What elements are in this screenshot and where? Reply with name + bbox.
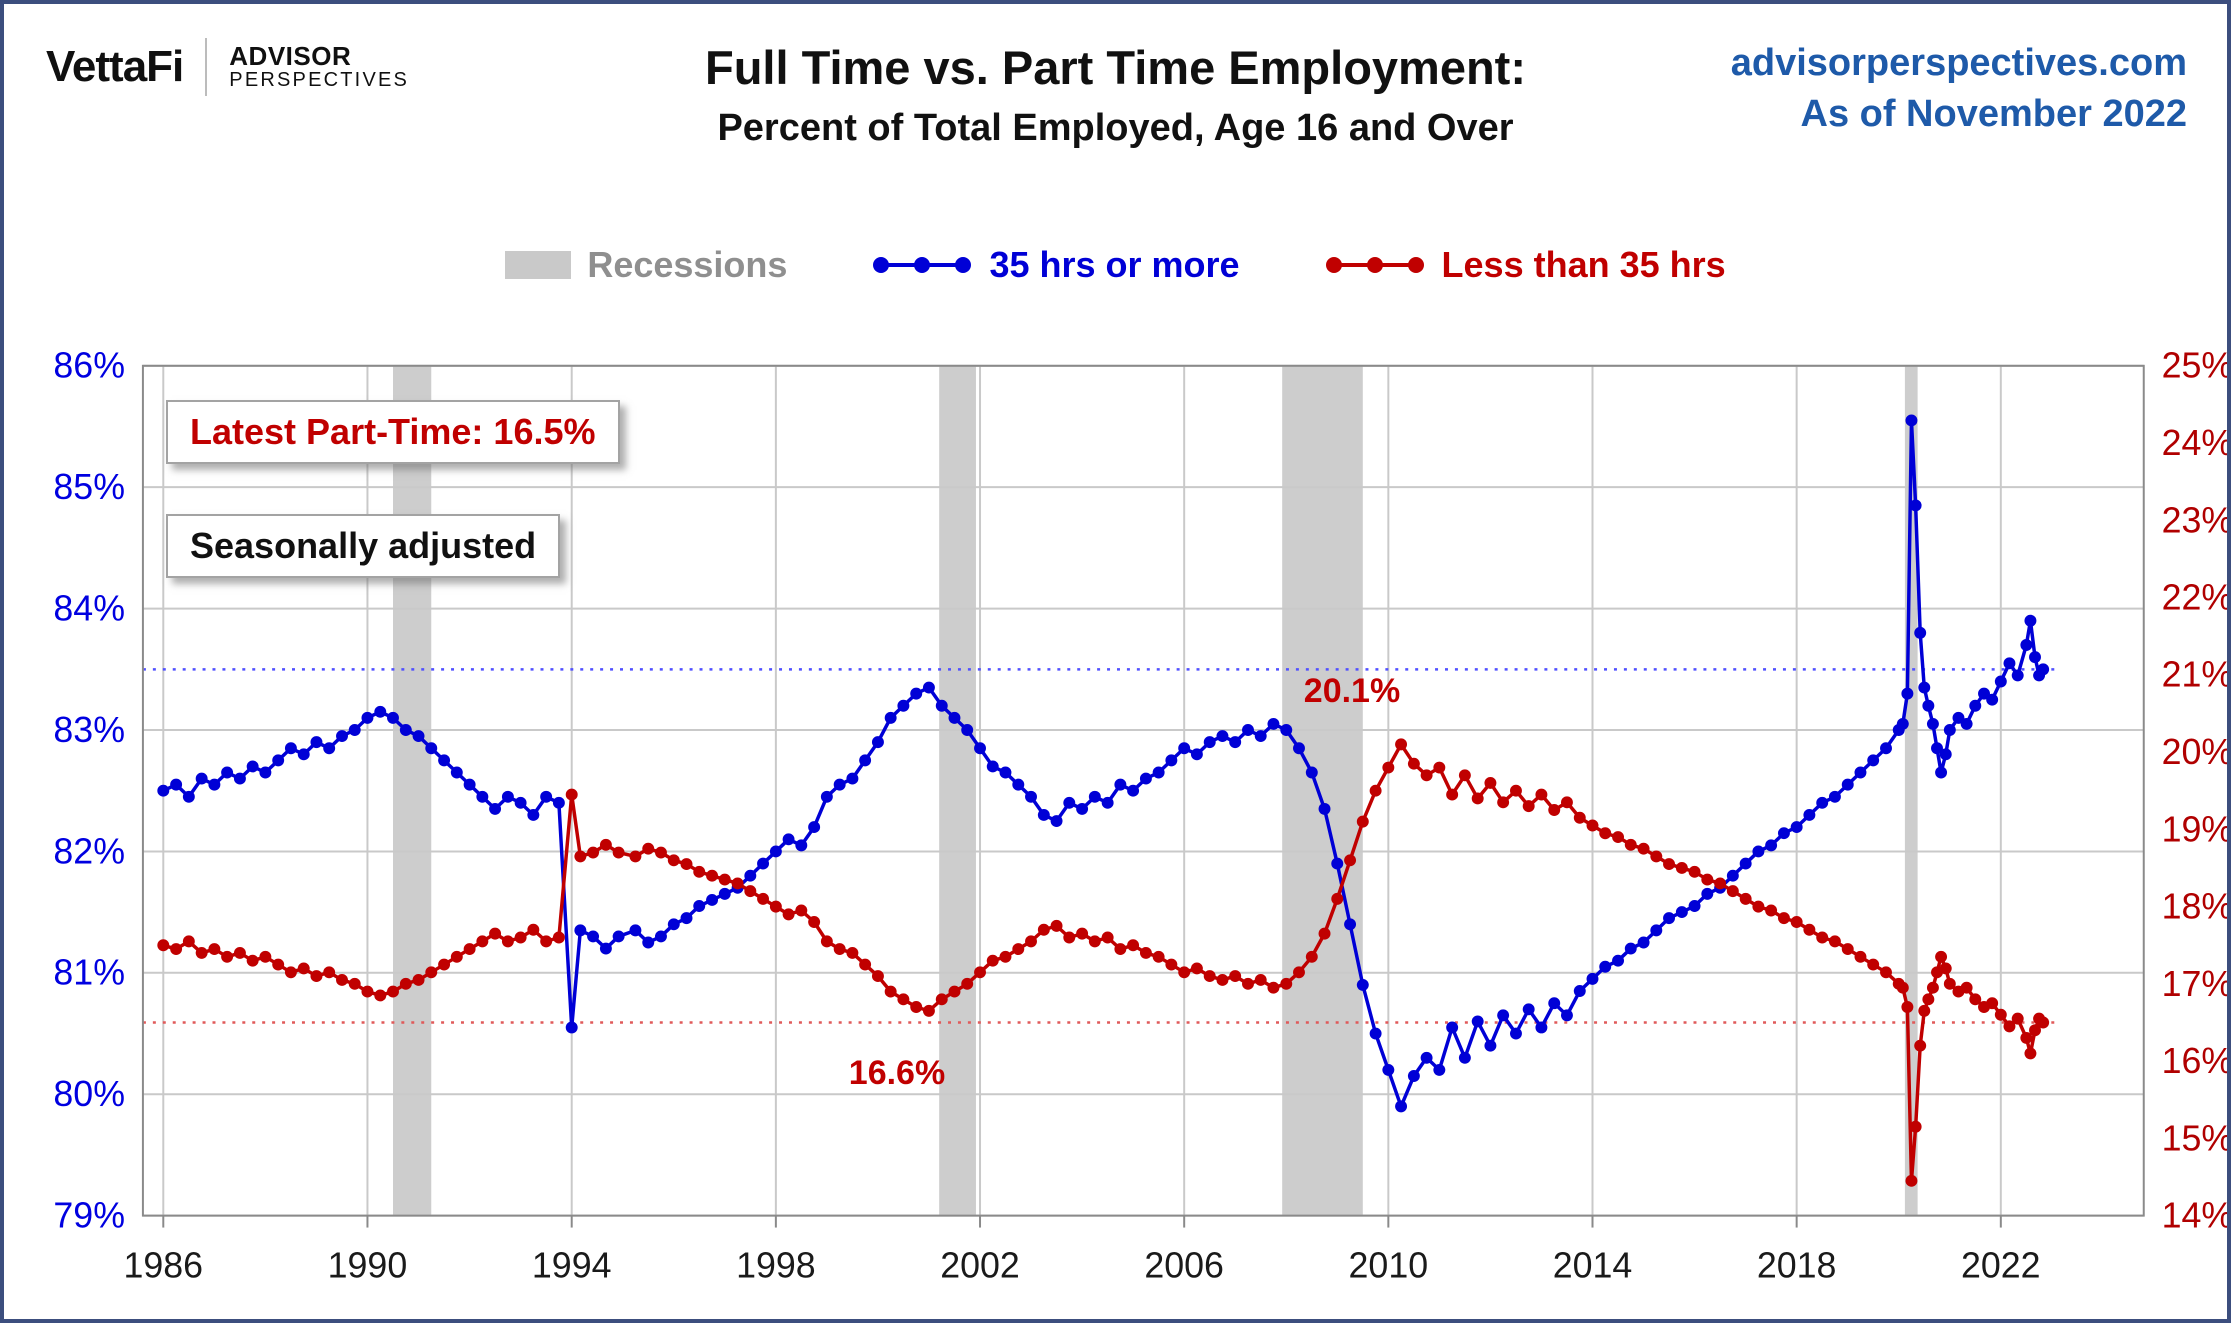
latest-value-reference-lines	[142, 668, 2057, 1024]
svg-text:25%: 25%	[2162, 346, 2227, 386]
svg-text:17%: 17%	[2162, 964, 2227, 1004]
svg-text:2022: 2022	[1961, 1245, 2041, 1285]
part-time-peak-label: 20.1%	[1303, 672, 1401, 710]
svg-text:21%: 21%	[2162, 655, 2227, 695]
advisor-logo-line1: ADVISOR	[229, 41, 352, 72]
chart-subtitle: Percent of Total Employed, Age 16 and Ov…	[717, 107, 1514, 149]
svg-text:24%: 24%	[2162, 423, 2227, 463]
chart-title: Full Time vs. Part Time Employment:	[705, 41, 1526, 94]
svg-text:15%: 15%	[2162, 1118, 2227, 1158]
legend: Recessions 35 hrs or more Less than 35 h…	[4, 244, 2227, 286]
plot-border	[141, 364, 2145, 1217]
legend-label-recessions: Recessions	[587, 244, 788, 285]
title-block: Full Time vs. Part Time Employment: Perc…	[4, 40, 2227, 150]
vettafi-logo: VettaFi ADVISOR PERSPECTIVES	[46, 38, 409, 96]
source-block: advisorperspectives.com As of November 2…	[1731, 38, 2187, 141]
svg-text:83%: 83%	[53, 710, 125, 750]
vettafi-wordmark: VettaFi	[46, 42, 184, 91]
line-marker-icon	[1325, 257, 1424, 273]
x-tick-marks	[162, 1215, 2002, 1228]
part-time-trough-label: 16.6%	[848, 1054, 946, 1092]
svg-text:79%: 79%	[53, 1196, 125, 1236]
right-axis-labels: 25% 24% 23% 22% 21% 20% 19% 18% 17% 16% 15% 14%	[2162, 346, 2227, 1236]
seasonally-adjusted-callout: Seasonally adjusted	[166, 514, 561, 578]
svg-text:18%: 18%	[2162, 887, 2227, 927]
svg-text:86%: 86%	[53, 346, 125, 386]
svg-text:84%: 84%	[53, 589, 125, 629]
source-site: advisorperspectives.com	[1730, 42, 2187, 84]
logo-divider	[205, 38, 208, 96]
recession-swatch	[505, 251, 572, 279]
advisor-logo-line2: PERSPECTIVES	[229, 69, 410, 92]
svg-text:23%: 23%	[2162, 500, 2227, 540]
svg-text:2014: 2014	[1553, 1245, 1633, 1285]
svg-text:1998: 1998	[736, 1245, 816, 1285]
part-time-series	[157, 738, 2050, 1187]
svg-text:1990: 1990	[328, 1245, 408, 1285]
svg-text:2010: 2010	[1349, 1245, 1429, 1285]
x-axis-labels: 1986 1990 1994 1998 2002 2006 2010 2014 2018 2022	[124, 1245, 2041, 1285]
svg-text:2002: 2002	[940, 1245, 1020, 1285]
svg-text:2018: 2018	[1757, 1245, 1837, 1285]
legend-item-full-time: 35 hrs or more	[871, 244, 1240, 286]
svg-text:20%: 20%	[2162, 732, 2227, 772]
svg-text:1986: 1986	[124, 1245, 204, 1285]
plot-area: 86% 85% 84% 83% 82% 81% 80% 79% 25% 24% 23% 22% 21% 2…	[4, 4, 2227, 1319]
svg-text:16%: 16%	[2162, 1041, 2227, 1081]
svg-text:1994: 1994	[532, 1245, 612, 1285]
employment-chart: 86%85%84%83%82%81%80%79%25%24%23%22%21%2…	[53, 346, 2227, 1286]
line-marker-icon	[873, 257, 972, 273]
svg-text:2006: 2006	[1144, 1245, 1224, 1285]
legend-item-part-time: Less than 35 hrs	[1324, 244, 1726, 286]
latest-part-time-callout: Latest Part-Time: 16.5%	[166, 400, 620, 464]
svg-text:22%: 22%	[2162, 578, 2227, 618]
legend-label-part-time: Less than 35 hrs	[1441, 244, 1726, 285]
legend-label-full-time: 35 hrs or more	[989, 244, 1240, 285]
svg-text:19%: 19%	[2162, 809, 2227, 849]
recession-bands	[392, 365, 1918, 1216]
svg-text:85%: 85%	[53, 467, 125, 507]
svg-text:14%: 14%	[2162, 1196, 2227, 1236]
full-time-series	[157, 414, 2050, 1113]
left-axis-labels: 86% 85% 84% 83% 82% 81% 80% 79%	[53, 346, 125, 1236]
advisor-perspectives-logo: ADVISOR PERSPECTIVES	[229, 42, 409, 92]
svg-text:80%: 80%	[53, 1074, 125, 1114]
svg-text:82%: 82%	[53, 831, 125, 871]
legend-item-recessions: Recessions	[505, 244, 787, 286]
as-of-date: As of November 2022	[1800, 93, 2188, 136]
svg-text:81%: 81%	[53, 953, 125, 993]
